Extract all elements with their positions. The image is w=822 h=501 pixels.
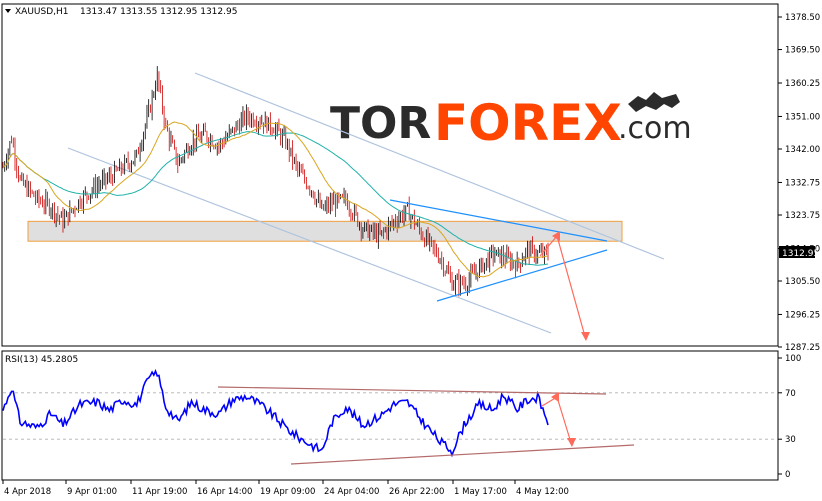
rsi-tick-label: 30: [785, 435, 796, 445]
triangle-upper-line: [389, 199, 608, 242]
price-tick-label: 1296.25: [785, 310, 820, 320]
ohlc-label: 1313.47 1313.55 1312.95 1312.95: [80, 7, 237, 17]
price-tag-value: 1312.95: [782, 249, 819, 259]
rsi-series-line: [2, 368, 549, 458]
price-tick-label: 1323.75: [785, 211, 820, 221]
rsi-arrowhead-up: [551, 392, 559, 402]
forecast-arrowhead-up: [552, 231, 560, 241]
moving-averages: [2, 121, 549, 278]
rsi-panel-frame: [1, 350, 779, 481]
time-tick-label: 26 Apr 22:00: [389, 487, 444, 497]
symbol-label: XAUUSD,H1: [15, 7, 69, 17]
channel-upper-line: [194, 72, 665, 260]
time-tick-label: 16 Apr 14:00: [197, 487, 252, 497]
candles: [2, 66, 549, 297]
rsi-label: RSI(13) 45.2805: [5, 355, 78, 365]
support-zone-rect: [27, 220, 623, 242]
rsi-tick-label: 100: [785, 354, 801, 364]
time-tick-label: 9 Apr 01:00: [67, 487, 117, 497]
support-zone: [27, 220, 623, 242]
ma-slow-line: [2, 131, 549, 266]
dropdown-icon[interactable]: [5, 9, 11, 13]
chart-header: XAUUSD,H1 1313.47 1313.55 1312.95 1312.9…: [5, 7, 237, 17]
rsi-upper-trendline: [217, 386, 607, 395]
time-tick-label: 24 Apr 04:00: [324, 487, 379, 497]
price-tick-label: 1351.00: [785, 112, 820, 122]
price-tick-label: 1369.50: [785, 46, 820, 56]
rsi-tick-label: 0: [785, 470, 790, 480]
time-tick-label: 1 May 17:00: [454, 487, 507, 497]
rsi-forecast-arrows: [541, 392, 576, 447]
rsi-line: [2, 368, 549, 458]
time-tick-label: 4 Apr 2018: [4, 487, 51, 497]
rsi-tick-label: 70: [785, 389, 796, 399]
price-tick-label: 1342.00: [785, 145, 820, 155]
forecast-arrows: [539, 231, 590, 341]
triangle-lower-line: [436, 249, 608, 302]
logo-part1: TOR: [330, 98, 431, 149]
price-tick-label: 1287.25: [785, 343, 820, 353]
price-axis: 1378.50 1369.50 1360.25 1351.00 1342.00 1332.…: [778, 13, 820, 353]
rsi-arrowhead-down: [567, 438, 576, 447]
time-tick-label: 19 Apr 09:00: [260, 487, 315, 497]
price-tick-label: 1305.50: [785, 277, 820, 287]
triangle-pattern: [389, 199, 608, 302]
ma-fast-line: [2, 121, 549, 278]
logo: TOR FOREX .com: [330, 92, 692, 152]
price-tick-label: 1332.75: [785, 178, 820, 188]
bull-bear-icon: [628, 92, 680, 112]
rsi-trendlines: [217, 386, 635, 465]
channel-lower-line: [67, 147, 552, 334]
price-panel-frame: [1, 3, 779, 347]
forecast-arrowhead-down: [581, 332, 590, 341]
trend-channel: [67, 72, 665, 334]
time-tick-label: 11 Apr 19:00: [132, 487, 187, 497]
logo-part2: FOREX: [434, 94, 622, 152]
rsi-lower-trendline: [290, 444, 635, 465]
price-tick-label: 1378.50: [785, 13, 820, 23]
price-tick-label: 1360.25: [785, 79, 820, 89]
rsi-axis: 100 70 30 0: [3, 354, 801, 480]
logo-part3: .com: [618, 111, 692, 146]
price-tag: 1312.95: [779, 246, 819, 259]
time-axis: 4 Apr 2018 9 Apr 01:00 11 Apr 19:00 16 Apr …: [2, 480, 569, 497]
time-tick-label: 4 May 12:00: [516, 487, 569, 497]
